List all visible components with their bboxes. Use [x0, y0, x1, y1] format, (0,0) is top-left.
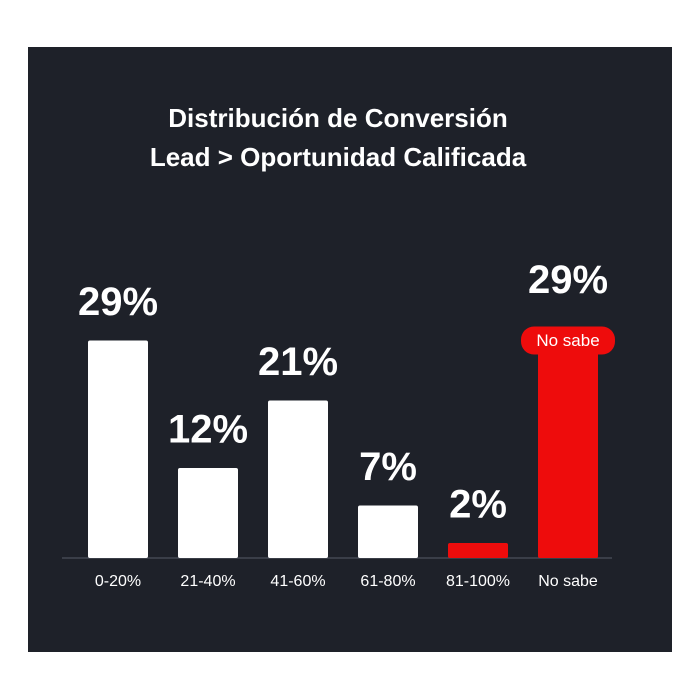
chart-title: Lead > Oportunidad Calificada	[150, 142, 527, 172]
bar	[538, 340, 598, 558]
value-label: 21%	[258, 340, 338, 384]
bar	[358, 505, 418, 558]
value-label: 7%	[359, 445, 417, 489]
bar	[178, 468, 238, 558]
value-label: 12%	[168, 408, 248, 452]
x-tick-label: No sabe	[538, 573, 598, 590]
x-tick-label: 0-20%	[95, 573, 141, 590]
value-label: 29%	[528, 258, 608, 302]
x-tick-label: 21-40%	[180, 573, 235, 590]
chart-title: Distribución de Conversión	[168, 103, 508, 133]
x-tick-label: 61-80%	[360, 573, 415, 590]
badge-label: No sabe	[536, 331, 599, 350]
x-tick-label: 41-60%	[270, 573, 325, 590]
value-label: 2%	[449, 483, 507, 527]
value-label: 29%	[78, 280, 158, 324]
badge	[521, 326, 615, 355]
x-tick-label: 81-100%	[446, 573, 510, 590]
bar	[88, 340, 148, 558]
bar	[448, 543, 508, 558]
bar	[268, 400, 328, 558]
